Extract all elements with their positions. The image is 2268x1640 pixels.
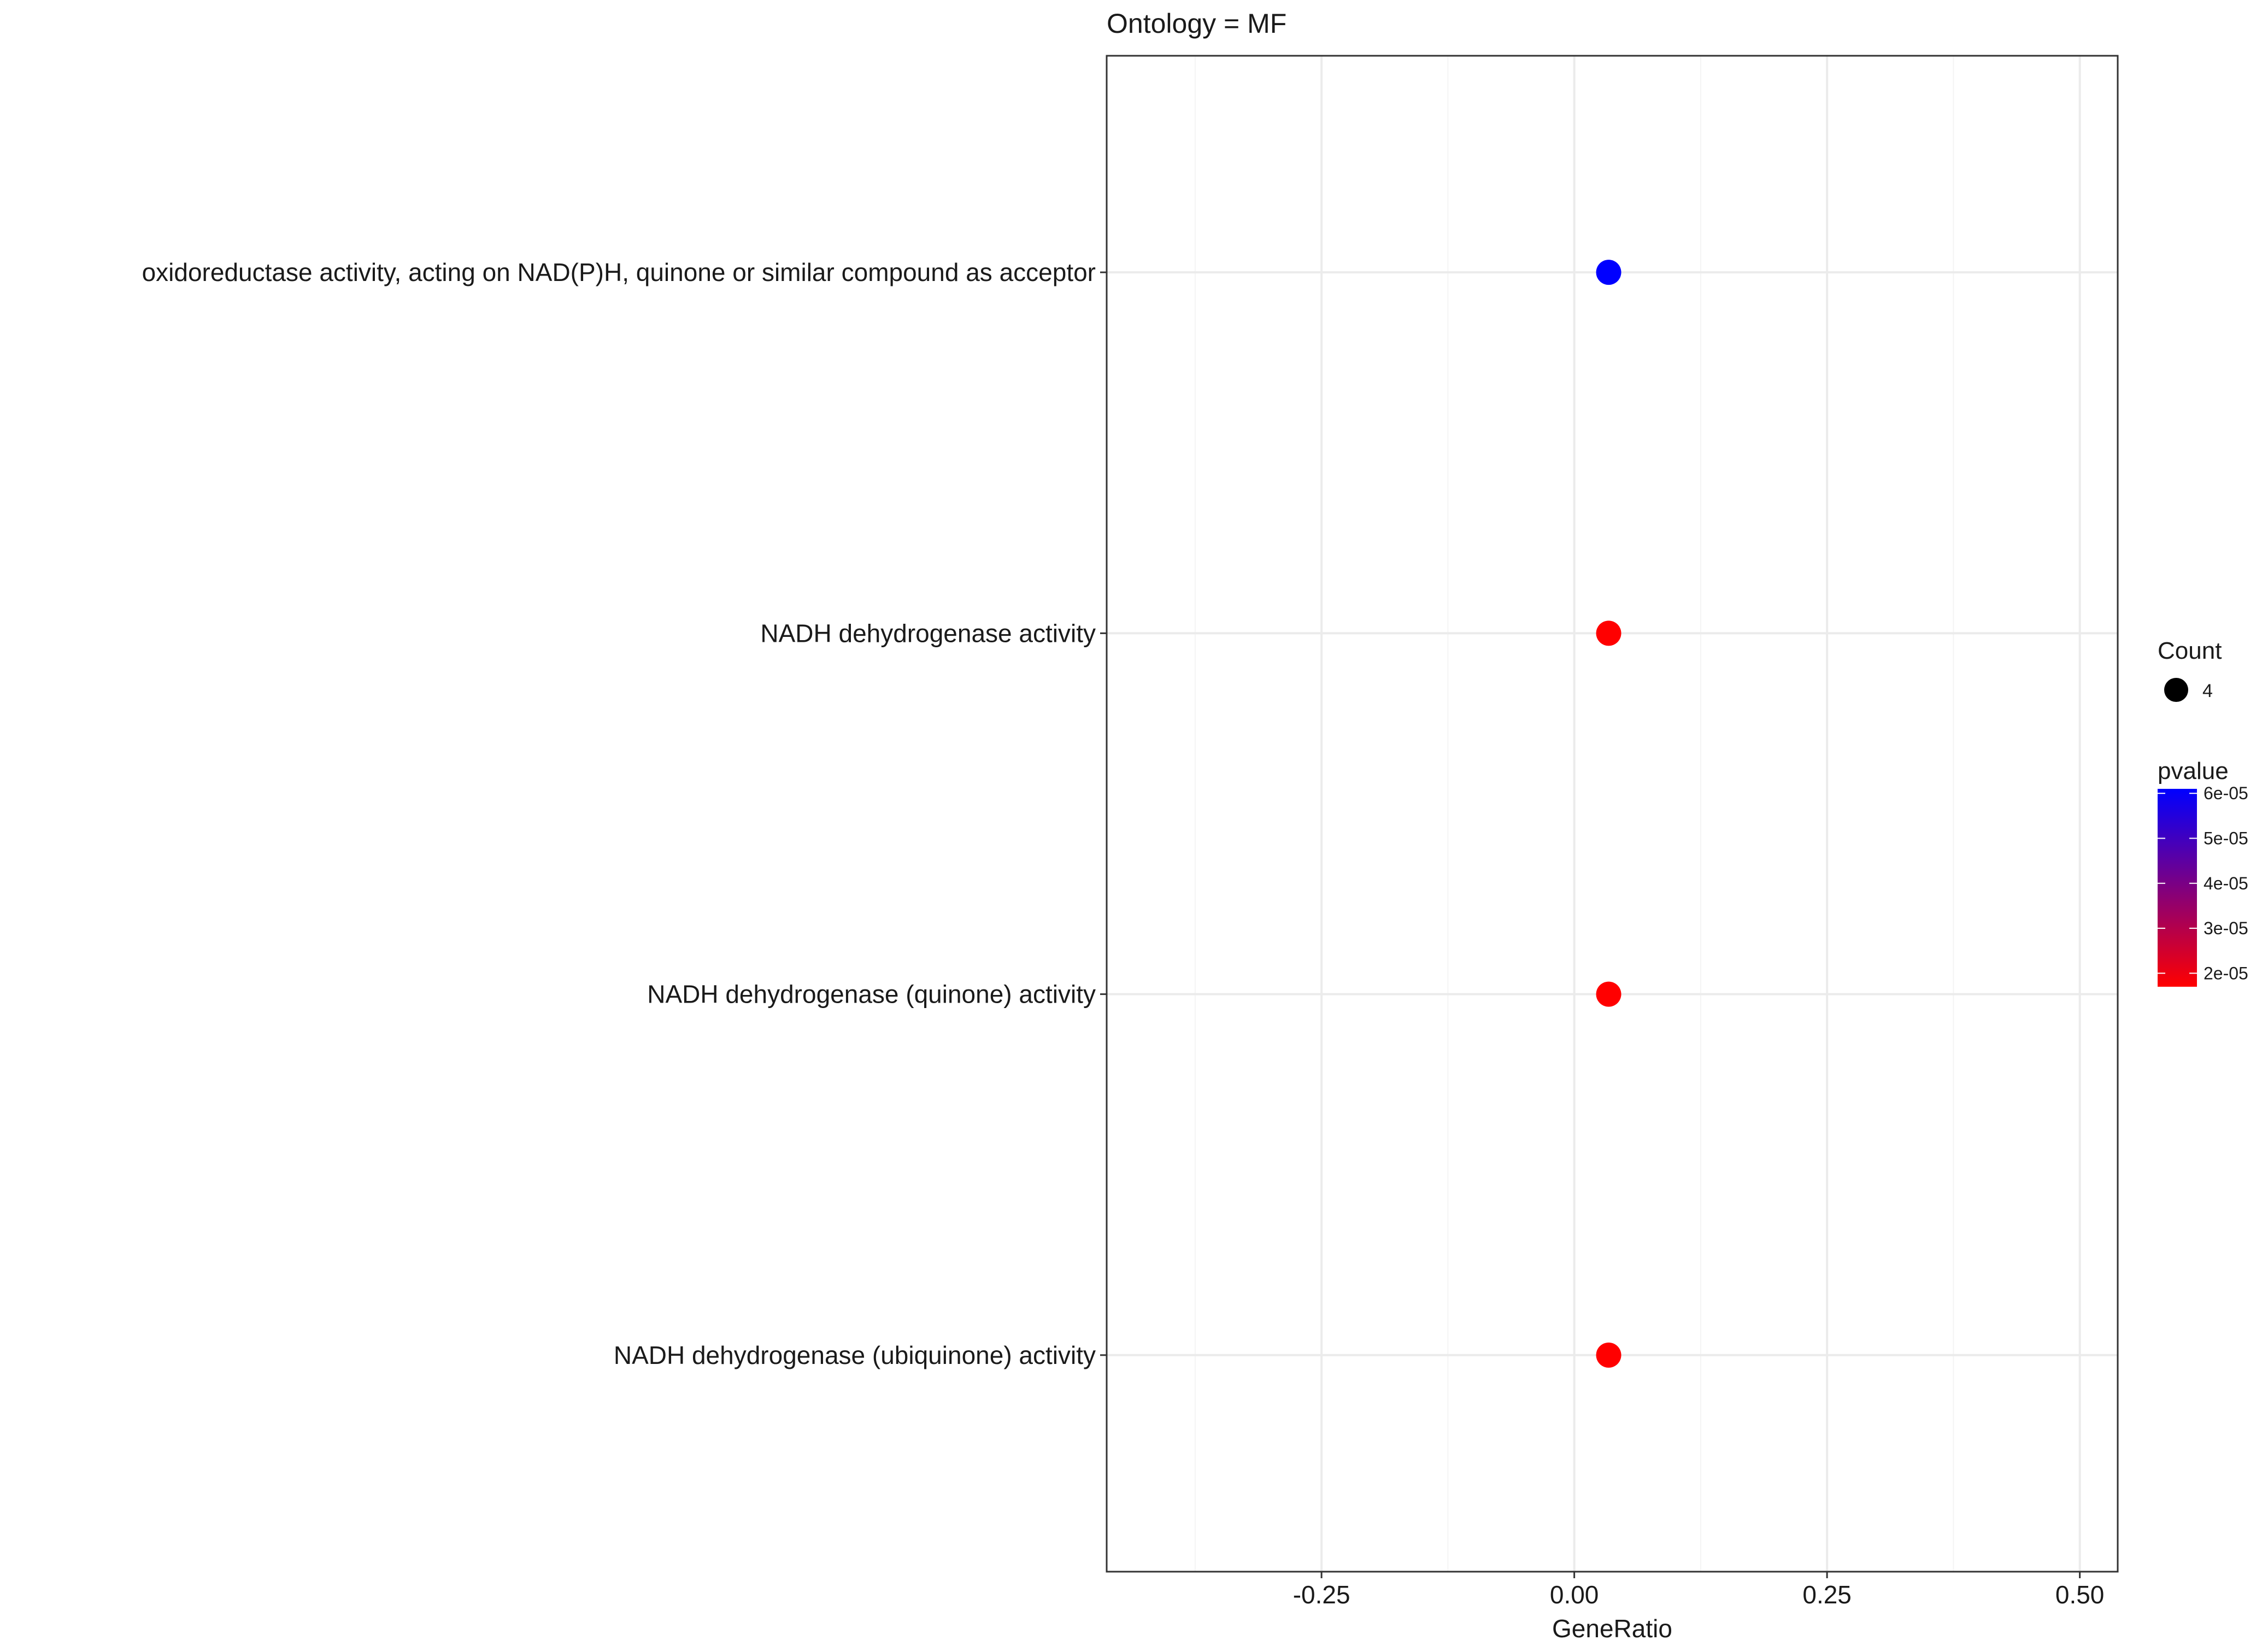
color-bar-ticks: 6e-05 5e-05 4e-05 3e-05 2e-05 — [2158, 783, 2248, 983]
color-bar-tick-label: 3e-05 — [2204, 918, 2248, 938]
legend: Count 4 pvalue 6e-05 5e-05 4e-05 3e-05 2e-05 — [2158, 637, 2248, 987]
color-bar-tick-label: 4e-05 — [2204, 874, 2248, 893]
color-bar-tick-label: 5e-05 — [2204, 829, 2248, 848]
x-axis-label: GeneRatio — [1552, 1614, 1672, 1640]
data-point — [1596, 620, 1621, 646]
x-tick-label: 0.25 — [1802, 1580, 1852, 1609]
y-tick-label: NADH dehydrogenase (quinone) activity — [647, 980, 1096, 1009]
color-bar — [2158, 789, 2197, 987]
color-bar-tick-label: 6e-05 — [2204, 783, 2248, 803]
chart-title: Ontology = MF — [1107, 8, 1286, 39]
x-tick-label: 0.50 — [2055, 1580, 2105, 1609]
y-tick-label: oxidoreductase activity, acting on NAD(P… — [142, 258, 1096, 286]
legend-size-label: 4 — [2202, 681, 2213, 701]
color-bar-tick-label: 2e-05 — [2204, 963, 2248, 983]
x-axis: -0.25 0.00 0.25 0.50 — [1293, 1572, 2105, 1609]
data-points — [1596, 260, 1621, 1368]
legend-color-title: pvalue — [2158, 758, 2229, 784]
minor-gridlines — [1194, 56, 1954, 1572]
legend-size-title: Count — [2158, 637, 2222, 664]
y-axis: oxidoreductase activity, acting on NAD(P… — [142, 258, 1107, 1369]
plot-panel — [1106, 55, 2119, 1573]
x-tick-label: 0.00 — [1550, 1580, 1599, 1609]
data-point — [1596, 981, 1621, 1007]
y-tick-label: NADH dehydrogenase (ubiquinone) activity — [614, 1341, 1096, 1369]
data-point — [1596, 260, 1621, 285]
x-tick-label: -0.25 — [1293, 1580, 1350, 1609]
legend-size-dot — [2164, 678, 2188, 702]
y-tick-label: NADH dehydrogenase activity — [760, 619, 1096, 647]
data-point — [1596, 1342, 1621, 1368]
